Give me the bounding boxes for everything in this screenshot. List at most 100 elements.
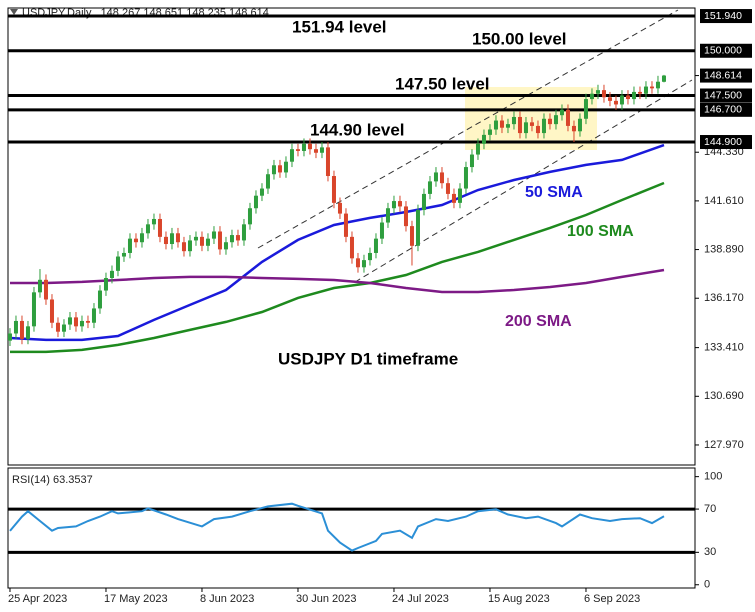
candle-body [337,202,342,214]
x-tick-label: 30 Jun 2023 [296,593,357,605]
candle-body [169,233,174,245]
candle-body [643,86,648,94]
candle-body [229,235,234,243]
candle-body [103,278,108,291]
candle-body [91,308,96,323]
candle-body [325,147,330,177]
level-axis-label: 147.500 [704,89,742,101]
candle-body [175,233,180,243]
candle-body [127,238,132,253]
main-frame [7,7,696,466]
candle-body [115,256,120,271]
candle-body [349,236,354,259]
candle-body [187,240,192,252]
candle-body [247,208,252,225]
rsi-header: RSI(14) 63.3537 [12,474,93,486]
candle-body [145,224,150,234]
candle-body [37,279,42,293]
candle-body [61,324,66,332]
level-box [700,135,752,150]
candle-body [193,236,198,241]
x-tick-label: 24 Jul 2023 [392,593,449,605]
candle-body [73,317,78,327]
sma-line [10,268,665,294]
candle-body [79,320,84,327]
candle-body [601,90,606,98]
candle-body [211,231,216,239]
level-axis-label: 150.000 [704,45,742,57]
candle-body [613,100,618,105]
candle-body [637,91,642,94]
candle-body [655,81,660,89]
candle-body [469,154,474,168]
candle-body [43,279,48,300]
x-tick-label: 6 Sep 2023 [584,593,640,605]
candle-body [253,195,258,209]
candle-body [313,149,318,153]
candle-body [259,188,264,196]
candle-body [439,172,444,184]
candle-body [625,95,630,100]
candle-body [403,206,408,227]
y-tick-label: 130.690 [704,390,744,402]
candle-body [85,320,90,323]
x-tick-label: 17 May 2023 [104,593,168,605]
candle-body [205,238,210,246]
candle-body [331,176,336,203]
candle-body [379,222,384,239]
candle-body [511,116,516,125]
level-axis-label: 146.700 [704,104,742,116]
candle-body [535,125,540,134]
candle-body [409,226,414,246]
candle-body [517,116,522,134]
candle-body [343,213,348,237]
candle-body [445,183,450,194]
candle-body [151,218,156,225]
candle-body [541,118,546,134]
candle-body [451,193,456,203]
level-box [700,102,752,117]
candle-body [283,161,288,173]
x-tick-label: 8 Jun 2023 [200,593,254,605]
candle-body [553,115,558,125]
sma-label: 50 SMA [525,184,583,201]
candle-body [139,233,144,243]
y-tick-label: 136.170 [704,292,744,304]
annotation: USDJPY D1 timeframe [278,349,458,368]
candle-body [31,292,36,327]
x-tick-label: 25 Apr 2023 [8,593,67,605]
candle-body [289,149,294,162]
candle-body [55,322,60,332]
candle-body [319,147,324,153]
rsi-frame [7,467,696,589]
y-tick-label: 133.410 [704,342,744,354]
candle-body [433,172,438,182]
sma-line [10,181,665,354]
candle-body [481,134,486,144]
candle-body [649,86,654,89]
candle-body [367,252,372,261]
candle-body [361,260,366,268]
candle-body [397,201,402,207]
candle-body [505,124,510,128]
channel-line [354,79,693,283]
level-label: 147.50 level [395,74,490,93]
y-tick-label: 138.890 [704,243,744,255]
candle-body [607,97,612,101]
candle-body [583,99,588,119]
candle-body [163,236,168,245]
candle-body [301,143,306,151]
level-label: 151.94 level [292,17,387,36]
candle-body [565,109,570,126]
candle-body [235,235,240,241]
candle-body [595,90,600,94]
candle-body [181,242,186,252]
candle-body [499,120,504,128]
level-box [700,43,752,58]
candle-body [457,188,462,203]
candle-body [109,270,114,279]
menu-icon [10,9,18,15]
y-tick-label: 144.330 [704,146,744,158]
candle-body [571,125,576,132]
